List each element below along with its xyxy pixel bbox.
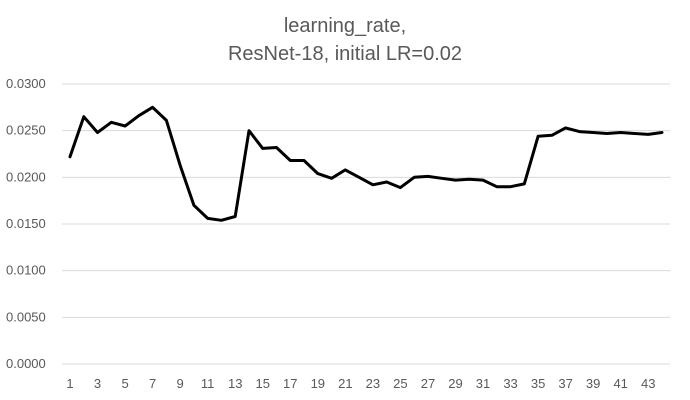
learning-rate-line xyxy=(68,105,664,222)
y-tick-label: 0.0000 xyxy=(6,356,46,371)
y-tick-label: 0.0200 xyxy=(6,169,46,184)
x-tick-label: 29 xyxy=(448,376,462,391)
x-tick-label: 17 xyxy=(283,376,297,391)
x-tick-label: 1 xyxy=(66,376,73,391)
x-tick-label: 13 xyxy=(228,376,242,391)
x-axis-ticks: 1 3 5 7 9 11 13 15 17 19 21 23 25 27 29 31 33 35 37 39 41 43 xyxy=(66,376,655,391)
x-tick-label: 5 xyxy=(121,376,128,391)
x-tick-label: 41 xyxy=(613,376,627,391)
x-tick-label: 21 xyxy=(338,376,352,391)
x-tick-label: 43 xyxy=(641,376,655,391)
x-tick-label: 27 xyxy=(421,376,435,391)
chart-title-line-2: ResNet-18, initial LR=0.02 xyxy=(228,43,462,65)
x-tick-label: 39 xyxy=(586,376,600,391)
x-tick-label: 11 xyxy=(201,376,215,391)
x-tick-label: 31 xyxy=(476,376,490,391)
x-tick-label: 19 xyxy=(311,376,325,391)
x-tick-label: 9 xyxy=(177,376,184,391)
y-tick-label: 0.0300 xyxy=(6,76,46,91)
series-layer xyxy=(68,105,664,222)
x-tick-label: 3 xyxy=(94,376,101,391)
x-tick-label: 25 xyxy=(393,376,407,391)
chart-title-line-1: learning_rate, xyxy=(284,15,406,37)
x-tick-label: 23 xyxy=(366,376,380,391)
y-tick-label: 0.0250 xyxy=(6,123,46,138)
x-tick-label: 33 xyxy=(503,376,517,391)
x-tick-label: 37 xyxy=(558,376,572,391)
y-axis-ticks: 0.0000 0.0050 0.0100 0.0150 0.0200 0.0250 0.03… xyxy=(6,76,46,371)
y-tick-label: 0.0050 xyxy=(6,309,46,324)
y-tick-label: 0.0150 xyxy=(6,216,46,231)
x-tick-label: 15 xyxy=(256,376,270,391)
y-tick-label: 0.0100 xyxy=(6,263,46,278)
x-tick-label: 35 xyxy=(531,376,545,391)
x-tick-label: 7 xyxy=(149,376,156,391)
gridlines xyxy=(62,83,670,365)
